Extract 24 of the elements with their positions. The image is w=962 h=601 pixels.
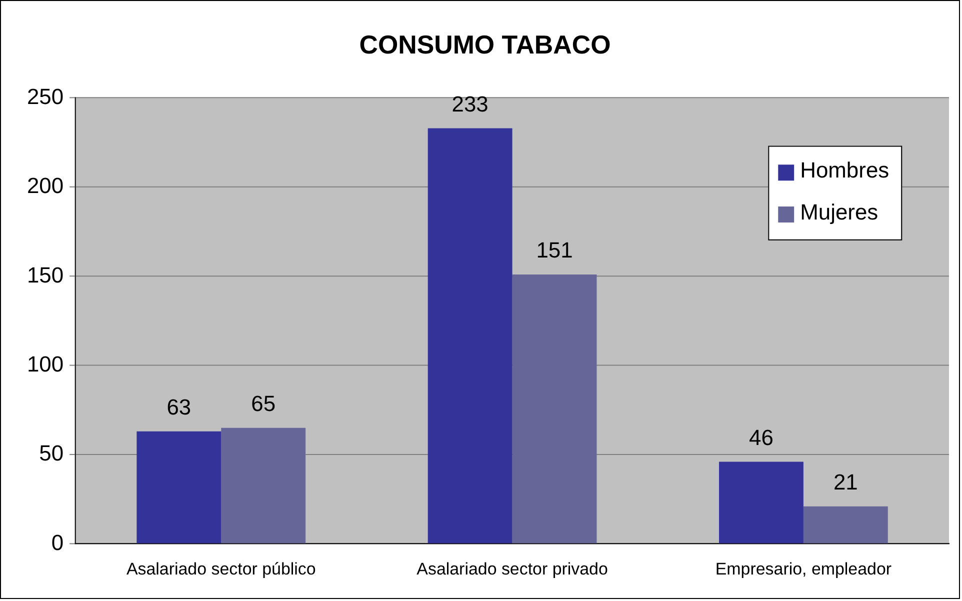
bar [512, 274, 597, 544]
x-tick-label: Asalariado sector público [126, 560, 316, 579]
data-label: 46 [749, 424, 774, 450]
y-tick-label: 200 [26, 173, 64, 198]
bar [803, 506, 888, 544]
x-tick-label: Asalariado sector privado [416, 560, 608, 579]
data-label: 21 [833, 469, 858, 494]
chart-title: CONSUMO TABACO [359, 32, 611, 60]
data-label: 65 [251, 390, 276, 416]
data-label: 63 [166, 394, 192, 420]
legend-label: Mujeres [800, 200, 878, 225]
bar [428, 128, 512, 544]
bar [221, 428, 306, 544]
y-tick-label: 0 [51, 530, 64, 555]
data-label: 233 [452, 91, 488, 116]
x-tick-label: Empresario, empleador [715, 560, 892, 579]
y-tick-label: 50 [39, 440, 64, 466]
data-label: 151 [536, 238, 573, 263]
y-tick-label: 250 [26, 84, 64, 109]
bar [136, 431, 222, 544]
y-tick-label: 100 [26, 351, 64, 376]
legend-label: Hombres [800, 158, 890, 183]
y-tick-label: 150 [26, 262, 64, 288]
bar [719, 462, 804, 544]
